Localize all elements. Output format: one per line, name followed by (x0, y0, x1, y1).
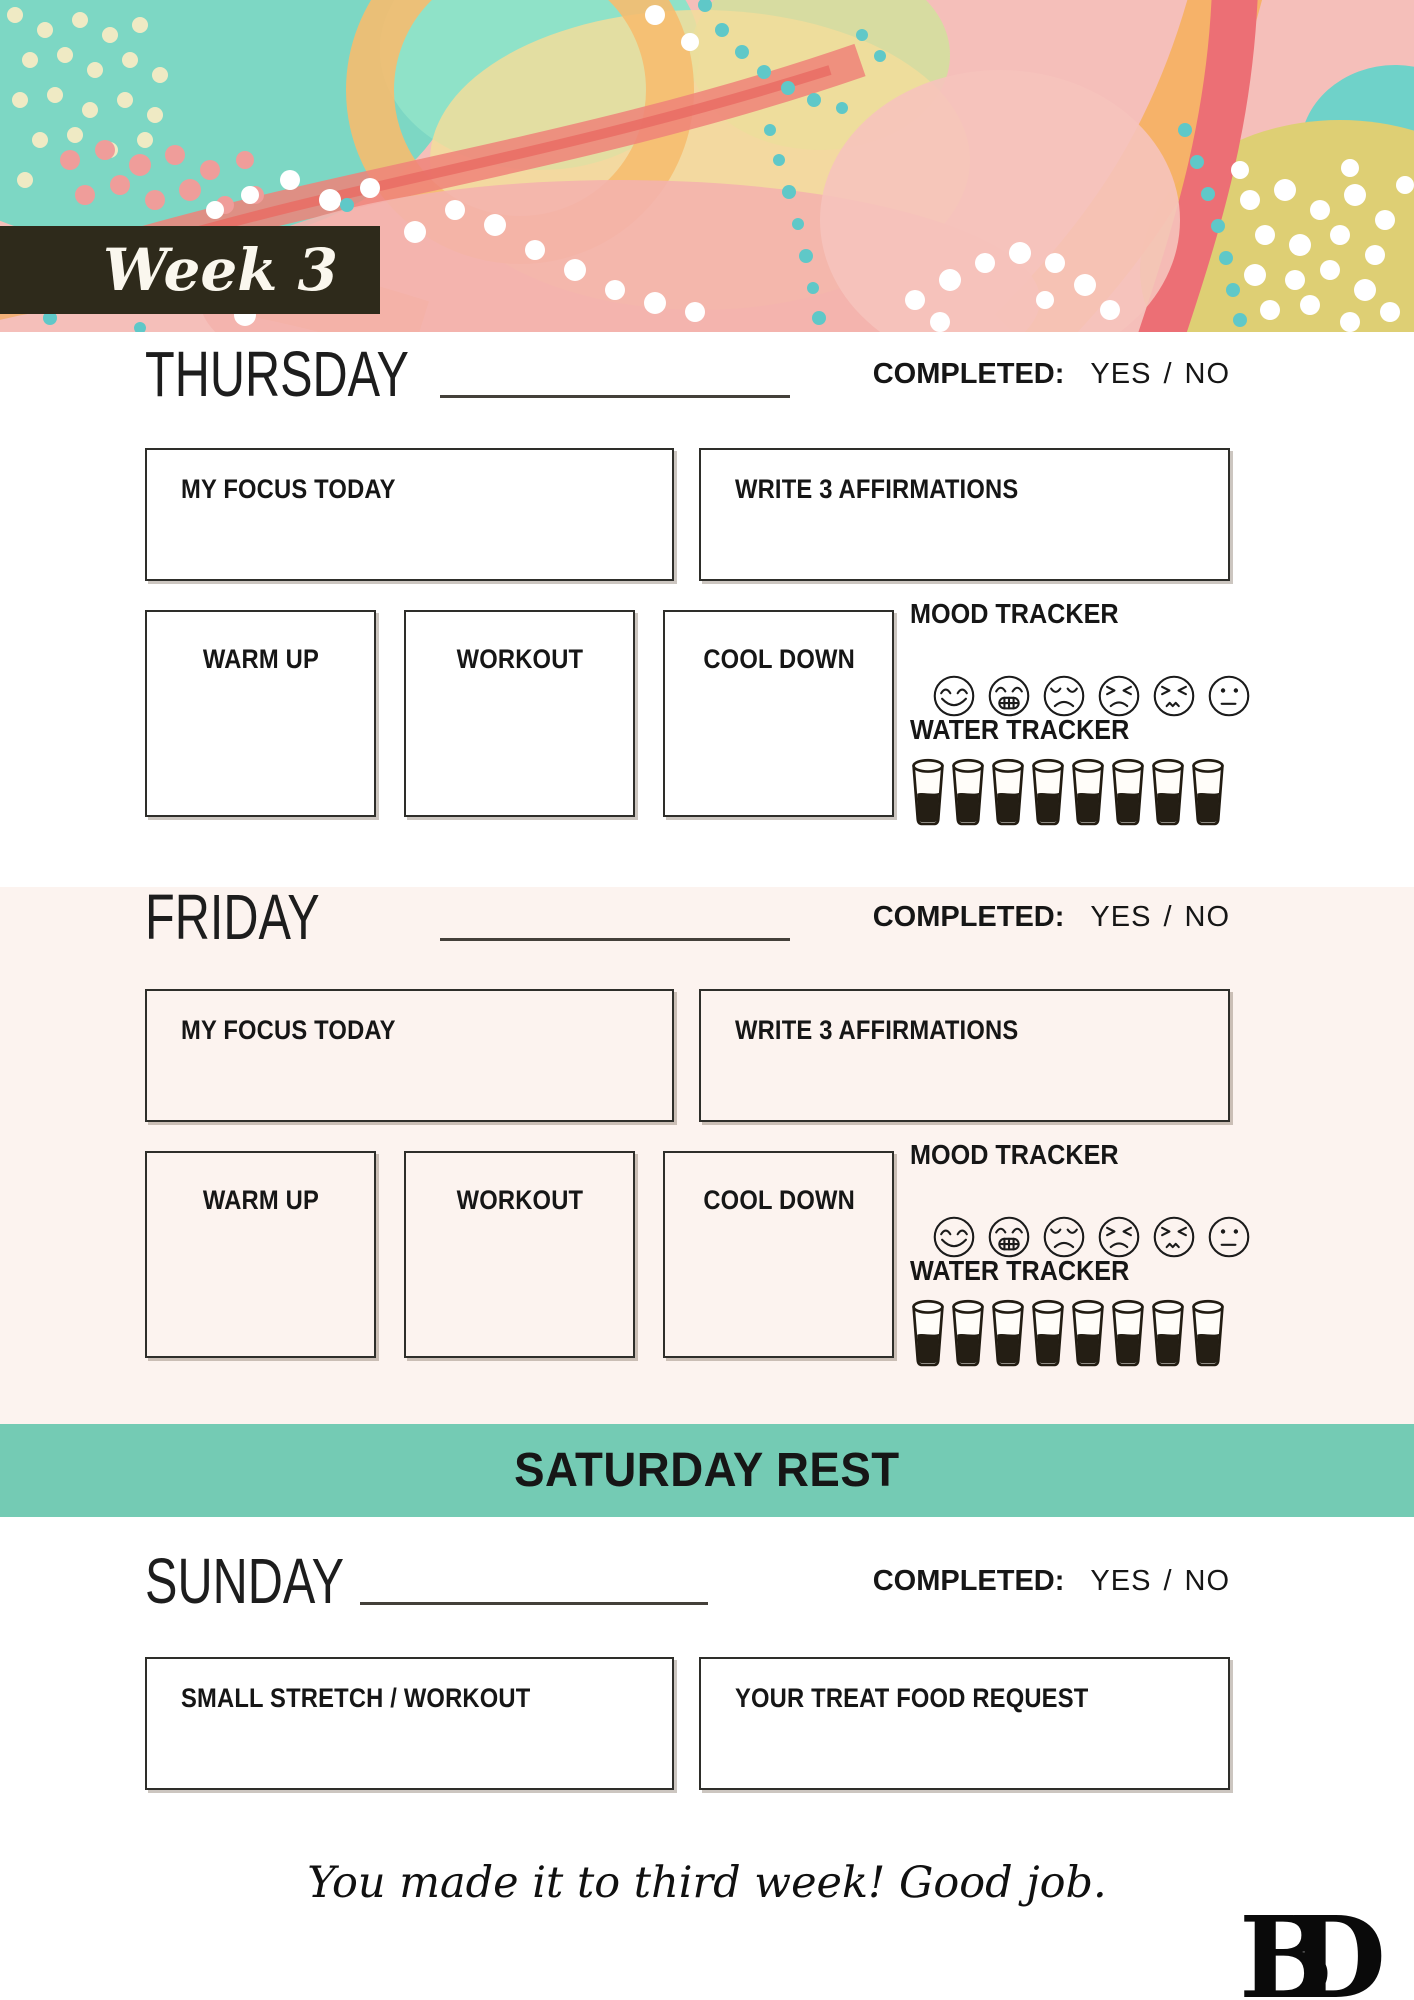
friday-no-option[interactable]: NO (1184, 900, 1230, 933)
friday-trackers: MOOD TRACKER WATER TRACKER (910, 1139, 1230, 1369)
affirmations-box-label: WRITE 3 AFFIRMATIONS (735, 474, 1019, 504)
day-title-sunday: SUNDAY (145, 1545, 345, 1617)
sunday-yes-option[interactable]: YES (1090, 1564, 1152, 1597)
water-glass-icon[interactable] (1110, 1297, 1146, 1369)
yesno-separator: / (1163, 1564, 1173, 1597)
sunday-stretch-box[interactable]: SMALL STRETCH / WORKOUT (145, 1657, 674, 1790)
thursday-header: THURSDAY COMPLETED: YES / NO (0, 338, 1414, 410)
mood-grinning-icon[interactable] (965, 652, 1009, 696)
friday-affirmations-box[interactable]: WRITE 3 AFFIRMATIONS (699, 989, 1230, 1122)
mood-grinning-icon[interactable] (965, 1193, 1009, 1237)
friday-warmup-box[interactable]: WARM UP (145, 1151, 377, 1358)
mood-sad-icon[interactable] (1020, 652, 1064, 696)
friday-yes-option[interactable]: YES (1090, 900, 1152, 933)
water-glass-icon[interactable] (1030, 756, 1066, 828)
day-title-friday: FRIDAY (145, 881, 320, 953)
header-art: Week 3 (0, 0, 1414, 332)
mood-neutral-icon[interactable] (1185, 1193, 1229, 1237)
water-glass-icon[interactable] (1150, 756, 1186, 828)
friday-water-row (910, 1297, 1230, 1369)
friday-date-line[interactable] (440, 938, 790, 941)
friday-cooldown-box[interactable]: COOL DOWN (663, 1151, 895, 1358)
thursday-water-row (910, 756, 1230, 828)
friday-workout-box[interactable]: WORKOUT (404, 1151, 636, 1358)
section-sunday: SUNDAY COMPLETED: YES / NO SMALL STRETCH… (0, 1545, 1414, 2000)
sunday-treat-box[interactable]: YOUR TREAT FOOD REQUEST (699, 1657, 1230, 1790)
thursday-cooldown-box[interactable]: COOL DOWN (663, 610, 895, 817)
mood-tracker-label: MOOD TRACKER (910, 598, 1119, 629)
cooldown-box-label: COOL DOWN (702, 644, 855, 674)
completed-label: COMPLETED: (872, 900, 1065, 933)
thursday-warmup-box[interactable]: WARM UP (145, 610, 377, 817)
thursday-trackers: MOOD TRACKER WATER TRACKER (910, 598, 1230, 828)
mood-squeamish-icon[interactable] (1130, 652, 1174, 696)
friday-mood-row (910, 1193, 1230, 1237)
water-glass-icon[interactable] (910, 1297, 946, 1369)
sunday-no-option[interactable]: NO (1184, 1564, 1230, 1597)
mood-happy-icon[interactable] (910, 1193, 954, 1237)
affirmations-box-label: WRITE 3 AFFIRMATIONS (735, 1015, 1019, 1045)
abstract-painting (0, 0, 1414, 332)
water-glass-icon[interactable] (1110, 756, 1146, 828)
completed-label: COMPLETED: (872, 357, 1065, 390)
friday-completed: COMPLETED: YES / NO (873, 901, 1230, 934)
yesno-separator: / (1163, 900, 1173, 933)
water-glass-icon[interactable] (1070, 1297, 1106, 1369)
mood-tracker-label: MOOD TRACKER (910, 1139, 1119, 1170)
water-tracker-label: WATER TRACKER (910, 714, 1130, 745)
day-title-thursday: THURSDAY (145, 338, 409, 410)
water-glass-icon[interactable] (950, 756, 986, 828)
water-glass-icon[interactable] (950, 1297, 986, 1369)
thursday-focus-box[interactable]: MY FOCUS TODAY (145, 448, 674, 581)
thursday-completed: COMPLETED: YES / NO (873, 358, 1230, 391)
sunday-date-line[interactable] (360, 1602, 708, 1605)
sunday-completed: COMPLETED: YES / NO (873, 1565, 1230, 1598)
thursday-no-option[interactable]: NO (1184, 357, 1230, 390)
mood-confounded-icon[interactable] (1075, 1193, 1119, 1237)
water-glass-icon[interactable] (1190, 756, 1226, 828)
mood-happy-icon[interactable] (910, 652, 954, 696)
workout-box-label: WORKOUT (456, 1185, 583, 1215)
water-tracker-label: WATER TRACKER (910, 1255, 1130, 1286)
week-badge-label: Week 3 (103, 236, 338, 304)
completed-label: COMPLETED: (872, 1564, 1065, 1597)
saturday-rest-label: SATURDAY REST (514, 1444, 900, 1497)
brand-logo: BD (1239, 1893, 1386, 2000)
section-thursday: THURSDAY COMPLETED: YES / NO MY FOCUS TO… (0, 338, 1414, 865)
mood-confounded-icon[interactable] (1075, 652, 1119, 696)
workout-box-label: WORKOUT (456, 644, 583, 674)
water-glass-icon[interactable] (1030, 1297, 1066, 1369)
cooldown-box-label: COOL DOWN (702, 1185, 855, 1215)
yesno-separator: / (1163, 357, 1173, 390)
week-badge: Week 3 (0, 226, 380, 314)
friday-header: FRIDAY COMPLETED: YES / NO (0, 881, 1414, 953)
thursday-mood-row (910, 652, 1230, 696)
water-glass-icon[interactable] (990, 756, 1026, 828)
thursday-date-line[interactable] (440, 395, 790, 398)
thursday-affirmations-box[interactable]: WRITE 3 AFFIRMATIONS (699, 448, 1230, 581)
water-glass-icon[interactable] (1150, 1297, 1186, 1369)
warmup-box-label: WARM UP (202, 644, 319, 674)
mood-squeamish-icon[interactable] (1130, 1193, 1174, 1237)
section-friday: FRIDAY COMPLETED: YES / NO MY FOCUS TODA… (0, 881, 1414, 1424)
water-glass-icon[interactable] (910, 756, 946, 828)
water-glass-icon[interactable] (1190, 1297, 1226, 1369)
sunday-header: SUNDAY COMPLETED: YES / NO (0, 1545, 1414, 1617)
thursday-workout-box[interactable]: WORKOUT (404, 610, 636, 817)
mood-neutral-icon[interactable] (1185, 652, 1229, 696)
friday-focus-box[interactable]: MY FOCUS TODAY (145, 989, 674, 1122)
focus-box-label: MY FOCUS TODAY (181, 474, 396, 504)
water-glass-icon[interactable] (990, 1297, 1026, 1369)
focus-box-label: MY FOCUS TODAY (181, 1015, 396, 1045)
water-glass-icon[interactable] (1070, 756, 1106, 828)
thursday-yes-option[interactable]: YES (1090, 357, 1152, 390)
mood-sad-icon[interactable] (1020, 1193, 1064, 1237)
warmup-box-label: WARM UP (202, 1185, 319, 1215)
saturday-rest-banner: SATURDAY REST (0, 1424, 1414, 1517)
treat-box-label: YOUR TREAT FOOD REQUEST (735, 1683, 1089, 1713)
encouragement-message: You made it to third week! Good job. (307, 1858, 1107, 1908)
stretch-box-label: SMALL STRETCH / WORKOUT (181, 1683, 531, 1713)
